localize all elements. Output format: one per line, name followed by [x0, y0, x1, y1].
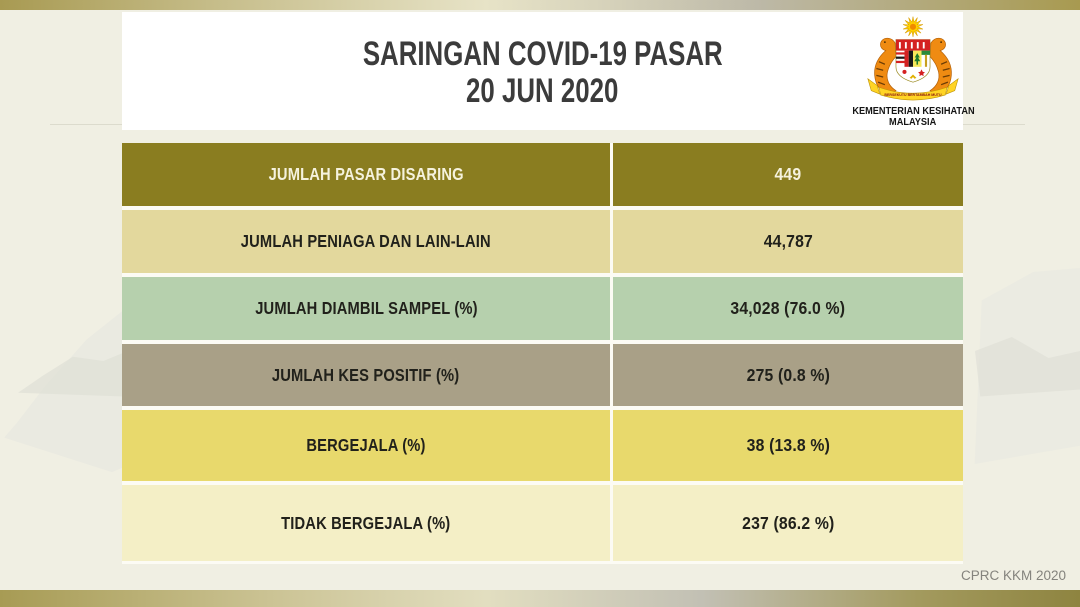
table-row: BERGEJALA (%) 38 (13.8 %) [122, 410, 963, 481]
logo-motto-text: BERSEKUTU BERTAMBAH MUTU [884, 93, 942, 97]
row-value-cell: 38 (13.8 %) [613, 410, 963, 481]
row-value: 449 [774, 164, 802, 184]
row-label: JUMLAH DIAMBIL SAMPEL (%) [254, 298, 478, 318]
row-value-cell: 44,787 [613, 210, 963, 273]
row-label-cell: JUMLAH DIAMBIL SAMPEL (%) [122, 277, 610, 340]
ministry-name: KEMENTERIAN KESIHATAN MALAYSIA [851, 106, 975, 128]
title-card: SARINGAN COVID-19 PASAR 20 JUN 2020 [122, 12, 974, 130]
table-row: JUMLAH PENIAGA DAN LAIN-LAIN 44,787 [122, 210, 963, 273]
row-label: BERGEJALA (%) [306, 435, 426, 455]
row-value: 34,028 (76.0 %) [730, 298, 846, 318]
slide-title-line2: 20 JUN 2020 [466, 72, 619, 110]
row-label-cell: JUMLAH KES POSITIF (%) [122, 344, 610, 406]
row-label-cell: BERGEJALA (%) [122, 410, 610, 481]
row-label-cell: TIDAK BERGEJALA (%) [122, 485, 610, 561]
table-row: TIDAK BERGEJALA (%) 237 (86.2 %) [122, 485, 963, 561]
footer-credit: CPRC KKM 2020 [960, 568, 1066, 583]
row-value-cell: 275 (0.8 %) [613, 344, 963, 406]
statistics-table: JUMLAH PASAR DISARING 449 JUMLAH PENIAGA… [122, 143, 963, 564]
row-value-cell: 449 [613, 143, 963, 206]
slide-title-line1: SARINGAN COVID-19 PASAR [362, 35, 723, 73]
kkm-logo: BERSEKUTU BERTAMBAH MUTU KEMENTERIAN KES… [838, 14, 988, 128]
row-value-cell: 34,028 (76.0 %) [613, 277, 963, 340]
row-value: 38 (13.8 %) [746, 435, 830, 455]
row-label: JUMLAH PENIAGA DAN LAIN-LAIN [241, 231, 491, 251]
row-label: TIDAK BERGEJALA (%) [281, 512, 451, 533]
row-label-cell: JUMLAH PASAR DISARING [122, 143, 610, 206]
row-label: JUMLAH KES POSITIF (%) [272, 364, 460, 385]
malaysia-coat-of-arms-icon: BERSEKUTU BERTAMBAH MUTU [867, 16, 959, 101]
row-value: 237 (86.2 %) [741, 512, 835, 533]
top-gold-strip [0, 0, 1080, 10]
table-row: JUMLAH KES POSITIF (%) 275 (0.8 %) [122, 344, 963, 406]
bottom-gold-strip [0, 590, 1080, 607]
table-row: JUMLAH PASAR DISARING 449 [122, 143, 963, 206]
table-row: JUMLAH DIAMBIL SAMPEL (%) 34,028 (76.0 %… [122, 277, 963, 340]
row-value-cell: 237 (86.2 %) [613, 485, 963, 561]
row-value: 275 (0.8 %) [746, 364, 830, 385]
row-label-cell: JUMLAH PENIAGA DAN LAIN-LAIN [122, 210, 610, 273]
row-value: 44,787 [763, 231, 813, 251]
row-label: JUMLAH PASAR DISARING [268, 164, 464, 184]
slide-title: SARINGAN COVID-19 PASAR 20 JUN 2020 [122, 36, 963, 110]
